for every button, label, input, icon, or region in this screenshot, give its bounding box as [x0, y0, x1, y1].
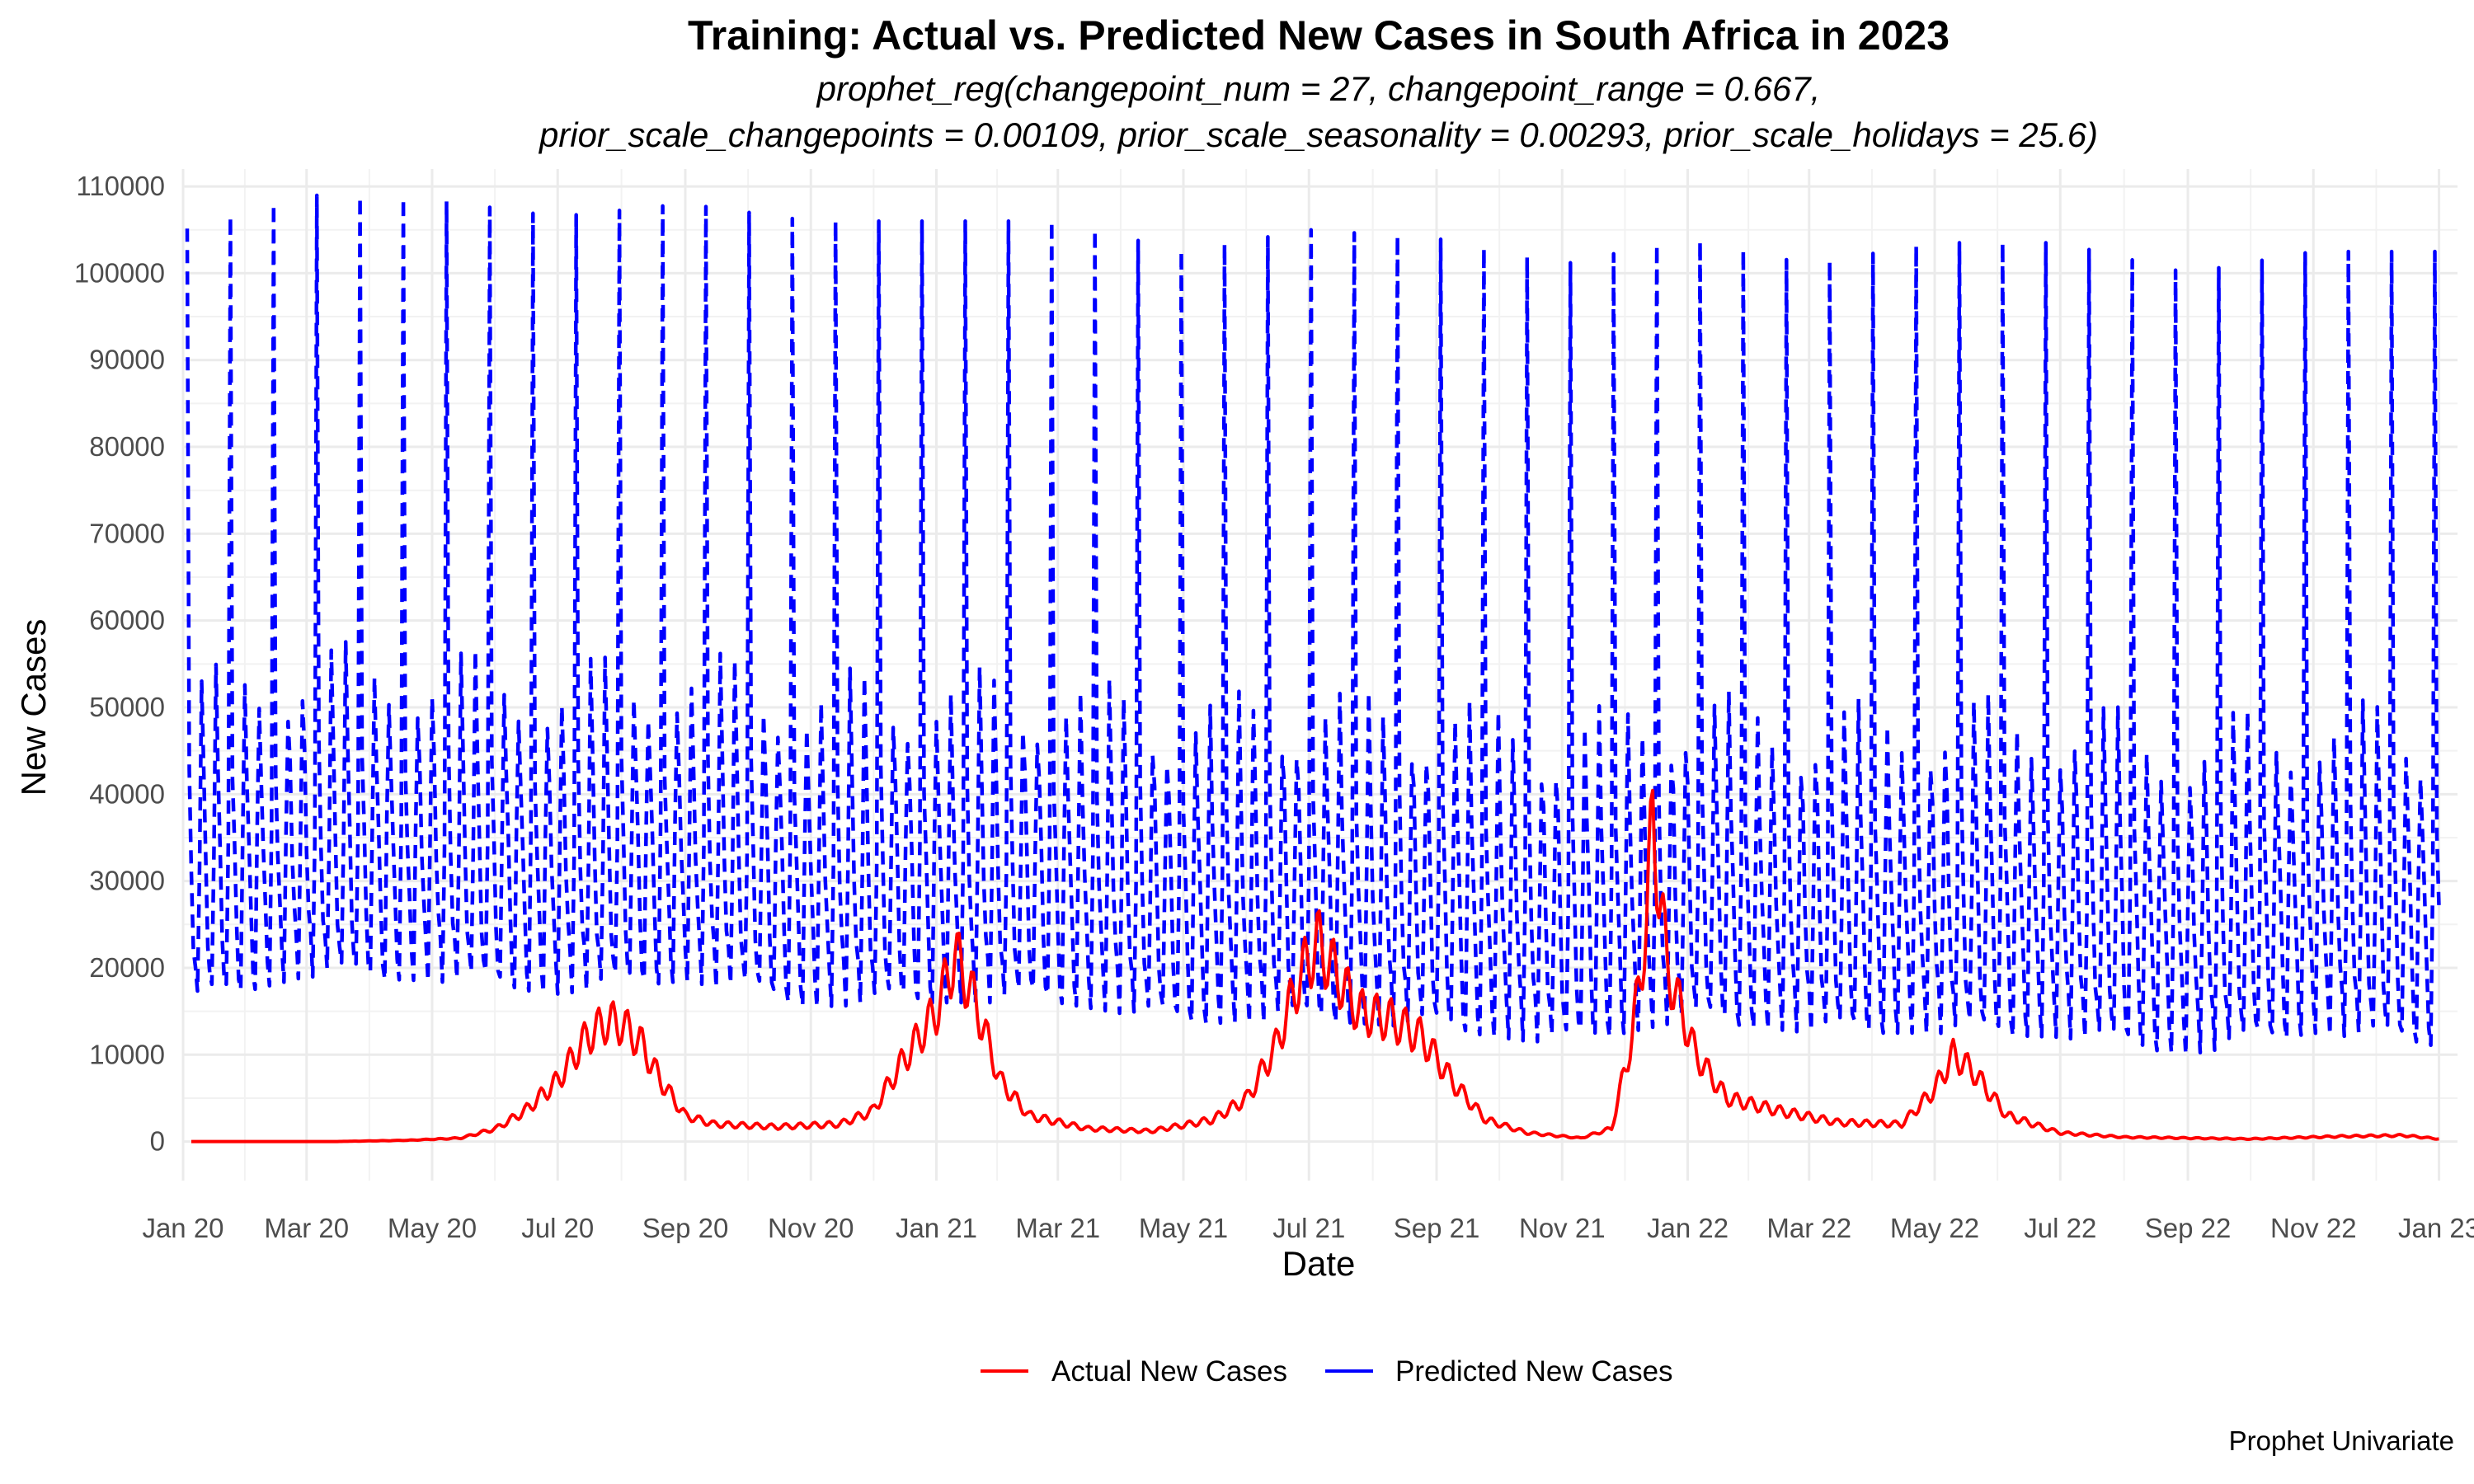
y-tick-label: 10000	[89, 1039, 165, 1069]
x-tick-label: Nov 21	[1519, 1213, 1606, 1243]
legend-label-predicted: Predicted New Cases	[1395, 1355, 1673, 1388]
x-tick-label: Nov 20	[768, 1213, 854, 1243]
x-tick-label: Nov 22	[2270, 1213, 2357, 1243]
y-tick-label: 40000	[89, 778, 165, 809]
legend-label-actual: Actual New Cases	[1051, 1355, 1287, 1388]
x-tick-label: Sep 21	[1394, 1213, 1480, 1243]
y-tick-label: 60000	[89, 605, 165, 636]
x-tick-label: May 22	[1890, 1213, 1979, 1243]
series-line-predicted	[185, 193, 2441, 1057]
x-tick-label: Jul 22	[2024, 1213, 2096, 1243]
series-line-actual	[191, 788, 2439, 1144]
x-tick-label: Jan 21	[896, 1213, 977, 1243]
x-axis-ticks: Jan 20 Mar 20 May 20 Jul 20 Sep 20 Nov 20 Jan …	[142, 1213, 2474, 1243]
x-tick-label: Mar 21	[1015, 1213, 1100, 1243]
y-tick-label: 50000	[89, 692, 165, 722]
x-tick-label: Jan 20	[142, 1213, 223, 1243]
gridlines	[181, 169, 2458, 1181]
x-tick-label: Jul 20	[521, 1213, 594, 1243]
y-tick-label: 20000	[89, 952, 165, 983]
y-tick-label: 110000	[76, 171, 165, 201]
y-tick-label: 90000	[89, 345, 165, 375]
x-tick-label: May 20	[388, 1213, 477, 1243]
x-tick-label: May 21	[1139, 1213, 1228, 1243]
x-tick-label: Jan 23	[2398, 1213, 2474, 1243]
legend: Actual New Cases Predicted New Cases	[981, 1355, 1673, 1388]
x-tick-label: Mar 22	[1766, 1213, 1851, 1243]
x-axis-label: Date	[1282, 1244, 1356, 1283]
chart-title: Training: Actual vs. Predicted New Cases…	[688, 12, 1950, 59]
x-tick-label: Jan 22	[1647, 1213, 1729, 1243]
chart-subtitle-line-1: prophet_reg(changepoint_num = 27, change…	[816, 69, 1821, 108]
y-tick-label: 100000	[74, 257, 165, 288]
x-tick-label: Mar 20	[264, 1213, 349, 1243]
chart-subtitle-line-2: prior_scale_changepoints = 0.00109, prio…	[538, 115, 2098, 154]
x-tick-label: Sep 22	[2145, 1213, 2232, 1243]
y-axis-ticks: 0 10000 20000 30000 40000 50000 60000 70000 8000…	[74, 171, 165, 1157]
plot-area	[185, 193, 2441, 1144]
x-tick-label: Jul 21	[1272, 1213, 1345, 1243]
y-tick-label: 30000	[89, 866, 165, 896]
y-tick-label: 70000	[89, 518, 165, 548]
chart-caption: Prophet Univariate	[2229, 1425, 2454, 1456]
y-tick-label: 80000	[89, 431, 165, 462]
y-tick-label: 0	[150, 1126, 165, 1157]
x-tick-label: Sep 20	[642, 1213, 729, 1243]
y-axis-label: New Cases	[14, 619, 53, 796]
